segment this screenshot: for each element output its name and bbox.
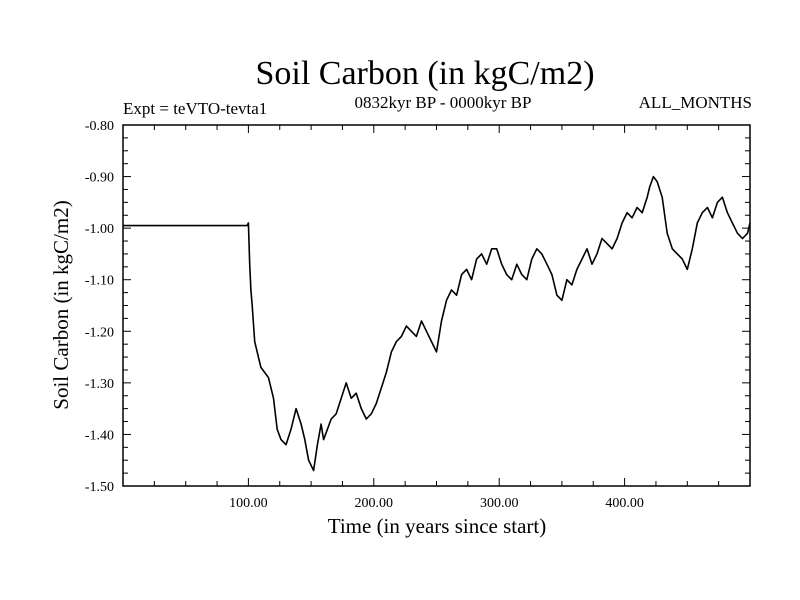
y-tick-label: -1.30 bbox=[85, 377, 114, 392]
period-label: ALL_MONTHS bbox=[639, 93, 752, 112]
experiment-label: Expt = teVTO-tevta1 bbox=[123, 99, 267, 118]
x-tick-label: 400.00 bbox=[605, 496, 644, 511]
x-tick-label: 300.00 bbox=[480, 496, 519, 511]
y-tick-label: -0.80 bbox=[85, 119, 114, 134]
y-tick-label: -0.90 bbox=[85, 171, 114, 186]
x-tick-label: 100.00 bbox=[229, 496, 268, 511]
y-tick-label: -1.00 bbox=[85, 222, 114, 237]
x-axis-label: Time (in years since start) bbox=[328, 514, 547, 538]
y-tick-label: -1.50 bbox=[85, 480, 114, 495]
y-axis-label: Soil Carbon (in kgC/m2) bbox=[49, 200, 73, 409]
y-tick-labels: -0.80 -0.90 -1.00 -1.10 -1.20 -1.30 -1.40 -1.50 bbox=[85, 119, 114, 495]
x-tick-label: 200.00 bbox=[355, 496, 394, 511]
y-tick-label: -1.40 bbox=[85, 428, 114, 443]
y-tick-label: -1.10 bbox=[85, 274, 114, 289]
y-tick-label: -1.20 bbox=[85, 325, 114, 340]
axis-ticks bbox=[123, 125, 750, 486]
chart-title: Soil Carbon (in kgC/m2) bbox=[255, 55, 594, 92]
chart-subtitle: 0832kyr BP - 0000kyr BP bbox=[355, 93, 532, 112]
soil-carbon-series-line bbox=[123, 175, 751, 472]
x-tick-labels: 100.00 200.00 300.00 400.00 bbox=[229, 496, 644, 511]
